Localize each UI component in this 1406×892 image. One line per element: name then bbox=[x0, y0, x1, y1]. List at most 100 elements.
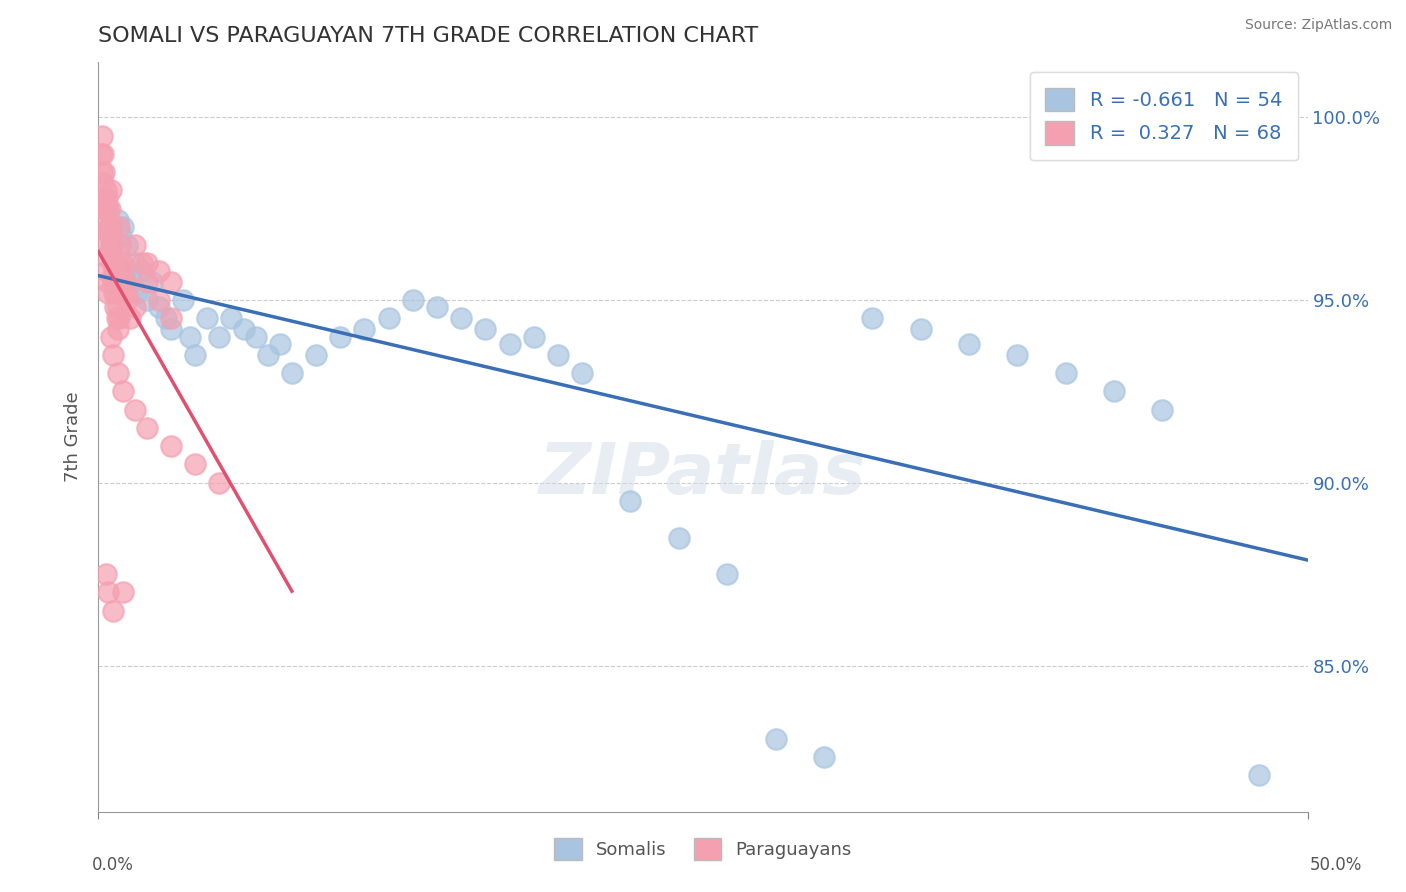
Point bbox=[104, 256, 127, 270]
Point bbox=[402, 293, 425, 307]
Point bbox=[97, 585, 120, 599]
Point bbox=[1054, 366, 1077, 380]
Point bbox=[111, 384, 134, 399]
Point bbox=[100, 219, 122, 234]
Point bbox=[281, 366, 304, 380]
Point bbox=[184, 348, 207, 362]
Point bbox=[100, 329, 122, 343]
Point bbox=[105, 311, 128, 326]
Point bbox=[135, 256, 157, 270]
Point bbox=[195, 311, 218, 326]
Point bbox=[148, 264, 170, 278]
Point bbox=[208, 475, 231, 490]
Point bbox=[1102, 384, 1125, 399]
Point bbox=[716, 567, 738, 582]
Point bbox=[118, 311, 141, 326]
Point bbox=[100, 238, 122, 252]
Point bbox=[124, 238, 146, 252]
Point bbox=[107, 301, 129, 315]
Point bbox=[98, 219, 121, 234]
Point bbox=[101, 604, 124, 618]
Point bbox=[94, 238, 117, 252]
Point bbox=[94, 223, 117, 237]
Point bbox=[184, 458, 207, 472]
Point bbox=[269, 337, 291, 351]
Point bbox=[114, 275, 136, 289]
Point bbox=[94, 183, 117, 197]
Text: 50.0%: 50.0% bbox=[1309, 856, 1362, 874]
Point bbox=[765, 731, 787, 746]
Point bbox=[547, 348, 569, 362]
Point bbox=[860, 311, 883, 326]
Point bbox=[108, 238, 131, 252]
Point bbox=[127, 285, 149, 300]
Point bbox=[160, 322, 183, 336]
Point bbox=[114, 264, 136, 278]
Point bbox=[813, 750, 835, 764]
Point bbox=[108, 311, 131, 326]
Point bbox=[107, 212, 129, 227]
Point bbox=[160, 275, 183, 289]
Point bbox=[426, 301, 449, 315]
Point bbox=[232, 322, 254, 336]
Text: SOMALI VS PARAGUAYAN 7TH GRADE CORRELATION CHART: SOMALI VS PARAGUAYAN 7TH GRADE CORRELATI… bbox=[98, 26, 759, 45]
Point bbox=[155, 311, 177, 326]
Point bbox=[104, 301, 127, 315]
Point bbox=[160, 311, 183, 326]
Point bbox=[498, 337, 520, 351]
Point bbox=[101, 275, 124, 289]
Point bbox=[100, 256, 122, 270]
Point bbox=[474, 322, 496, 336]
Text: ZIPatlas: ZIPatlas bbox=[540, 440, 866, 509]
Point bbox=[329, 329, 352, 343]
Point bbox=[90, 146, 112, 161]
Point bbox=[179, 329, 201, 343]
Point bbox=[107, 322, 129, 336]
Point bbox=[117, 293, 139, 307]
Point bbox=[93, 212, 115, 227]
Point bbox=[97, 275, 120, 289]
Point bbox=[135, 293, 157, 307]
Point bbox=[172, 293, 194, 307]
Point bbox=[124, 402, 146, 417]
Point bbox=[97, 202, 120, 216]
Point bbox=[141, 275, 163, 289]
Point bbox=[1152, 402, 1174, 417]
Point bbox=[101, 249, 124, 263]
Point bbox=[377, 311, 399, 326]
Point bbox=[94, 567, 117, 582]
Point bbox=[131, 256, 153, 270]
Point bbox=[135, 421, 157, 435]
Point bbox=[93, 202, 115, 216]
Point bbox=[619, 494, 641, 508]
Legend: Somalis, Paraguayans: Somalis, Paraguayans bbox=[540, 823, 866, 874]
Point bbox=[160, 439, 183, 453]
Point bbox=[571, 366, 593, 380]
Point bbox=[91, 191, 114, 205]
Point bbox=[100, 183, 122, 197]
Point bbox=[910, 322, 932, 336]
Point bbox=[111, 264, 134, 278]
Point bbox=[148, 293, 170, 307]
Point bbox=[97, 285, 120, 300]
Point bbox=[523, 329, 546, 343]
Point bbox=[111, 585, 134, 599]
Point bbox=[135, 275, 157, 289]
Point bbox=[96, 191, 118, 205]
Point bbox=[98, 202, 121, 216]
Point bbox=[148, 301, 170, 315]
Point bbox=[100, 238, 122, 252]
Point bbox=[124, 256, 146, 270]
Point bbox=[103, 264, 125, 278]
Point bbox=[353, 322, 375, 336]
Point bbox=[221, 311, 243, 326]
Point bbox=[91, 128, 114, 143]
Point bbox=[114, 275, 136, 289]
Text: Source: ZipAtlas.com: Source: ZipAtlas.com bbox=[1244, 18, 1392, 32]
Point bbox=[111, 256, 134, 270]
Point bbox=[117, 285, 139, 300]
Point bbox=[107, 366, 129, 380]
Point bbox=[117, 238, 139, 252]
Point bbox=[93, 165, 115, 179]
Point bbox=[256, 348, 278, 362]
